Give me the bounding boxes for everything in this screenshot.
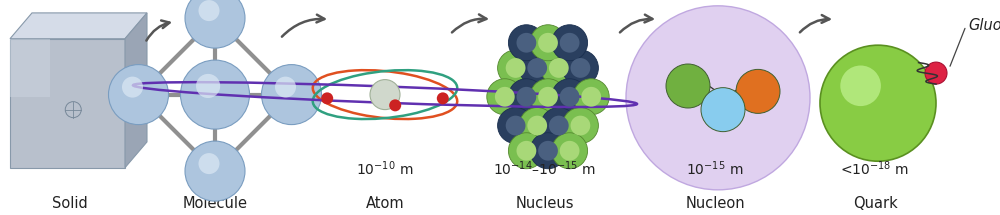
Text: Atom: Atom — [366, 196, 404, 211]
Ellipse shape — [549, 116, 569, 135]
Ellipse shape — [275, 77, 296, 98]
Ellipse shape — [517, 33, 536, 53]
Ellipse shape — [736, 69, 780, 113]
Text: 10$^{-15}$ m: 10$^{-15}$ m — [686, 160, 744, 178]
Ellipse shape — [570, 58, 590, 78]
Ellipse shape — [370, 80, 400, 110]
Ellipse shape — [666, 64, 710, 108]
Text: Gluon: Gluon — [968, 18, 1000, 33]
Ellipse shape — [552, 25, 588, 61]
Ellipse shape — [108, 64, 168, 125]
Ellipse shape — [498, 108, 534, 144]
Ellipse shape — [581, 87, 601, 107]
Ellipse shape — [552, 133, 588, 169]
Ellipse shape — [185, 0, 245, 48]
Ellipse shape — [508, 79, 544, 115]
Ellipse shape — [506, 58, 526, 78]
Text: Nucleus: Nucleus — [516, 196, 574, 211]
Ellipse shape — [560, 33, 580, 53]
Ellipse shape — [701, 88, 745, 132]
Ellipse shape — [840, 66, 881, 106]
Ellipse shape — [196, 74, 220, 98]
Ellipse shape — [198, 0, 220, 21]
Text: 10$^{-10}$ m: 10$^{-10}$ m — [356, 160, 414, 178]
Ellipse shape — [570, 116, 590, 135]
Ellipse shape — [262, 64, 322, 125]
Ellipse shape — [549, 58, 569, 78]
Ellipse shape — [506, 116, 526, 135]
Ellipse shape — [122, 77, 143, 98]
Ellipse shape — [198, 153, 220, 174]
Ellipse shape — [519, 50, 555, 86]
Ellipse shape — [530, 79, 566, 115]
Text: Nucleon: Nucleon — [685, 196, 745, 211]
Text: <10$^{-18}$ m: <10$^{-18}$ m — [840, 160, 910, 178]
Ellipse shape — [180, 60, 250, 129]
Ellipse shape — [560, 87, 580, 107]
Polygon shape — [10, 39, 125, 168]
Text: Molecule: Molecule — [182, 196, 248, 211]
Polygon shape — [10, 13, 147, 39]
Ellipse shape — [437, 92, 449, 104]
Ellipse shape — [519, 108, 555, 144]
Text: Quark: Quark — [853, 196, 897, 211]
Ellipse shape — [321, 92, 333, 104]
Polygon shape — [10, 39, 50, 97]
Ellipse shape — [538, 33, 558, 53]
Ellipse shape — [185, 141, 245, 201]
Ellipse shape — [562, 50, 598, 86]
Ellipse shape — [527, 58, 547, 78]
Ellipse shape — [527, 116, 547, 135]
Ellipse shape — [530, 25, 566, 61]
Ellipse shape — [487, 79, 523, 115]
Ellipse shape — [573, 79, 609, 115]
Ellipse shape — [389, 99, 401, 111]
Ellipse shape — [925, 62, 947, 84]
Text: 10$^{-9}$ m: 10$^{-9}$ m — [189, 160, 241, 178]
Ellipse shape — [541, 50, 577, 86]
Ellipse shape — [508, 25, 544, 61]
Ellipse shape — [560, 141, 580, 161]
Text: 10$^{-14}$–10$^{-15}$ m: 10$^{-14}$–10$^{-15}$ m — [493, 160, 597, 178]
Ellipse shape — [530, 133, 566, 169]
Text: Solid: Solid — [52, 196, 88, 211]
Ellipse shape — [498, 50, 534, 86]
Ellipse shape — [517, 141, 536, 161]
Ellipse shape — [562, 108, 598, 144]
Ellipse shape — [538, 141, 558, 161]
Ellipse shape — [495, 87, 515, 107]
Polygon shape — [125, 13, 147, 168]
Ellipse shape — [517, 87, 536, 107]
Ellipse shape — [626, 6, 810, 190]
Ellipse shape — [552, 79, 588, 115]
Ellipse shape — [820, 45, 936, 161]
Ellipse shape — [538, 87, 558, 107]
Ellipse shape — [541, 108, 577, 144]
Ellipse shape — [508, 133, 544, 169]
